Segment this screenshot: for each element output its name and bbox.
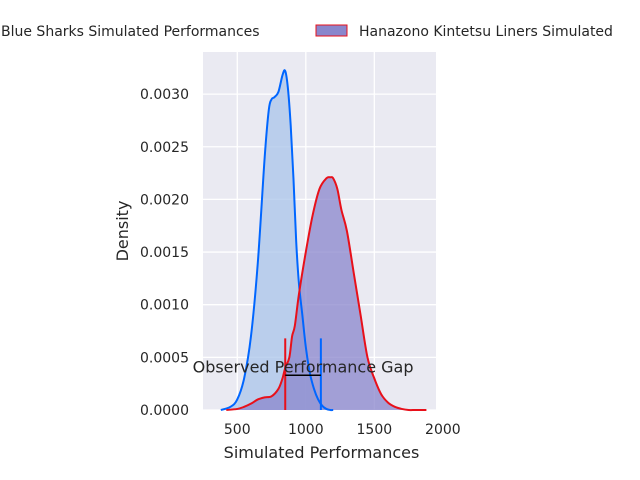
y-axis-label: Density	[113, 201, 132, 262]
y-tick-label: 0.0010	[140, 298, 189, 314]
x-tick-label: 2000	[425, 422, 461, 438]
ticks: 500 1000 1500 2000 0.0000 0.0005 0.0010 0.0015 0…	[140, 87, 461, 438]
y-tick-label: 0.0005	[140, 350, 189, 366]
x-tick-label: 1500	[357, 422, 393, 438]
y-tick-label: 0.0025	[140, 140, 189, 156]
annotation	[284, 338, 322, 410]
x-tick-label: 1000	[288, 422, 324, 438]
y-tick-label: 0.0015	[140, 245, 189, 261]
density-line-1	[226, 176, 427, 412]
x-axis-label: Simulated Performances	[224, 443, 420, 462]
x-tick-label: 500	[224, 422, 251, 438]
y-tick-label: 0.0020	[140, 192, 189, 208]
legend-swatch-hanazono	[315, 24, 348, 37]
legend-label-hanazono: Hanazono Kintetsu Liners Simulated	[359, 24, 613, 40]
density-fill-1	[226, 177, 427, 411]
series-layer	[220, 69, 427, 412]
legend: Blue Sharks Simulated Performances Hanaz…	[1, 24, 613, 40]
legend-label-blue-sharks: Blue Sharks Simulated Performances	[1, 24, 260, 40]
density-fill-0	[220, 70, 334, 411]
annotation-text: Observed Performance Gap	[193, 357, 414, 376]
density-line-0	[220, 69, 334, 412]
y-tick-label: 0.0000	[140, 403, 189, 419]
grid	[203, 52, 444, 411]
y-tick-label: 0.0030	[140, 87, 189, 103]
